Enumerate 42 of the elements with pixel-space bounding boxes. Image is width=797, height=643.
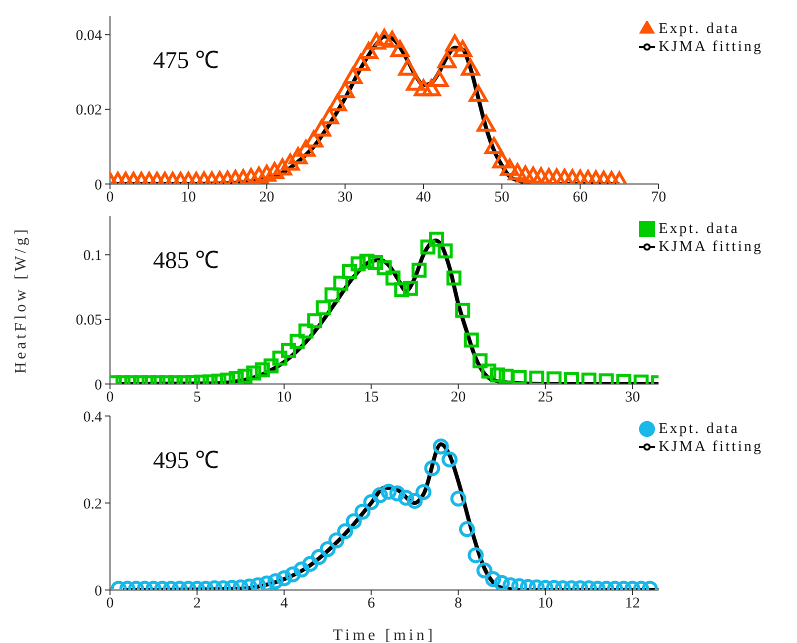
x-tick-label: 2 [193, 596, 201, 612]
legend-label: Expt. data [658, 421, 740, 437]
x-tick-label: 6 [367, 596, 376, 612]
annotation: 495 ℃ [153, 447, 219, 475]
x-tick-label: 20 [259, 190, 274, 206]
x-tick-label: 30 [624, 390, 640, 406]
legend-label: KJMA fitting [658, 439, 763, 455]
legend-label: KJMA fitting [658, 239, 763, 255]
x-tick-label: 60 [572, 190, 588, 206]
x-tick-label: 4 [280, 596, 288, 612]
y-tick-label: 0.05 [76, 312, 102, 329]
y-axis-title: HeatFlow [W/g] [12, 226, 30, 374]
x-tick-label: 0 [106, 596, 114, 612]
x-tick-label: 15 [364, 390, 379, 406]
legend-label: KJMA fitting [658, 39, 763, 55]
x-tick-label: 8 [454, 596, 462, 612]
x-tick-label: 10 [180, 190, 196, 206]
x-axis-title: Time [min] [332, 627, 436, 643]
x-tick-label: 50 [494, 190, 510, 206]
x-tick-label: 10 [538, 596, 553, 612]
legend-label: Expt. data [658, 221, 740, 237]
y-tick-label: 0.4 [83, 409, 102, 426]
y-tick-label: 0.1 [83, 248, 102, 264]
y-tick-label: 0.02 [76, 102, 102, 119]
x-tick-label: 40 [416, 190, 431, 206]
y-tick-label: 0 [94, 583, 102, 600]
annotation: 485 ℃ [153, 247, 219, 275]
y-tick-label: 0.04 [76, 28, 102, 44]
x-tick-label: 30 [338, 190, 353, 206]
y-tick-label: 0.2 [83, 496, 102, 512]
x-tick-label: 5 [193, 390, 201, 406]
x-tick-label: 0 [106, 190, 114, 206]
x-tick-label: 25 [538, 390, 553, 406]
legend-label: Expt. data [658, 21, 740, 37]
y-tick-label: 0 [94, 377, 102, 394]
y-tick-label: 0 [94, 177, 102, 194]
x-tick-label: 12 [624, 596, 640, 612]
x-tick-label: 0 [106, 390, 114, 406]
annotation: 475 ℃ [153, 47, 219, 75]
x-tick-label: 10 [276, 390, 292, 406]
x-tick-label: 70 [651, 190, 666, 206]
x-tick-label: 20 [450, 390, 466, 406]
